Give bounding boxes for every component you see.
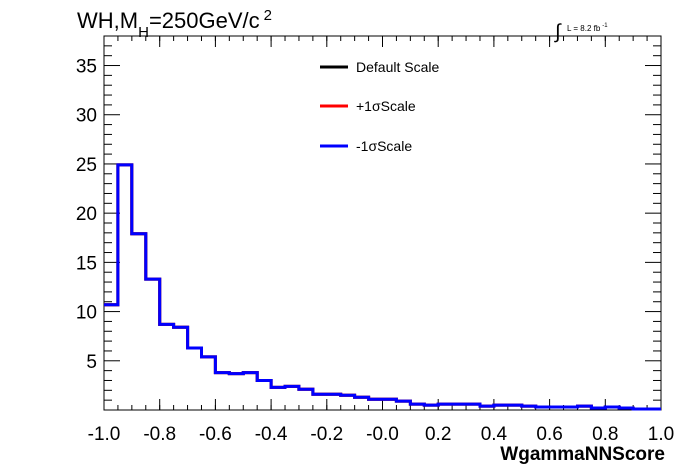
y-tick-label: 35 <box>76 57 97 78</box>
lumi-label: L = 8.2 fb -1 <box>567 23 608 33</box>
legend-label-default: Default Scale <box>356 59 439 75</box>
y-tick-label: 30 <box>76 106 97 127</box>
x-tick-label: -0.2 <box>310 424 343 445</box>
y-tick-label: 5 <box>86 352 97 373</box>
chart-title-subscript: H <box>138 24 149 41</box>
plot-frame <box>103 35 662 411</box>
x-tick-label: -1.0 <box>88 424 121 445</box>
legend-label-plus1sigma: +1σScale <box>356 98 416 114</box>
x-tick-label: -0.8 <box>143 424 176 445</box>
lumi-superscript: -1 <box>602 23 608 29</box>
lumi-integral: ∫ <box>554 21 562 43</box>
legend: Default Scale +1σScale -1σScale <box>320 59 439 154</box>
legend-label-minus1sigma: -1σScale <box>356 138 412 154</box>
series-line-0 <box>104 163 661 411</box>
x-tick-label: -0.6 <box>199 424 232 445</box>
chart-title-rest: =250GeV/c <box>149 8 260 33</box>
y-tick-label: 20 <box>76 204 97 225</box>
y-tick-label: 15 <box>76 253 97 274</box>
x-tick-label: -0.4 <box>255 424 288 445</box>
x-tick-label: 0.4 <box>481 424 508 445</box>
y-tick-label: 10 <box>76 303 97 324</box>
x-tick-label: -0.0 <box>366 424 399 445</box>
y-tick-label: 25 <box>76 155 97 176</box>
chart-title: WH,MH=250GeV/c 2 <box>77 7 272 41</box>
axis-tick-labels: -1.0 -0.8 -0.6 -0.4 -0.2 -0.0 0.2 0.4 0.6 0.8 1.0 5… <box>76 57 674 445</box>
x-tick-label: 1.0 <box>648 424 674 445</box>
x-tick-label: 0.2 <box>425 424 451 445</box>
series-line-1 <box>104 163 661 411</box>
axis-ticks <box>103 35 662 410</box>
x-tick-label: 0.8 <box>592 424 618 445</box>
series-line-2 <box>104 163 661 411</box>
chart-title-superscript: 2 <box>264 7 272 24</box>
series-layer <box>104 163 661 411</box>
x-tick-label: 0.6 <box>536 424 562 445</box>
x-axis-label: WgammaNNScore <box>500 444 665 465</box>
